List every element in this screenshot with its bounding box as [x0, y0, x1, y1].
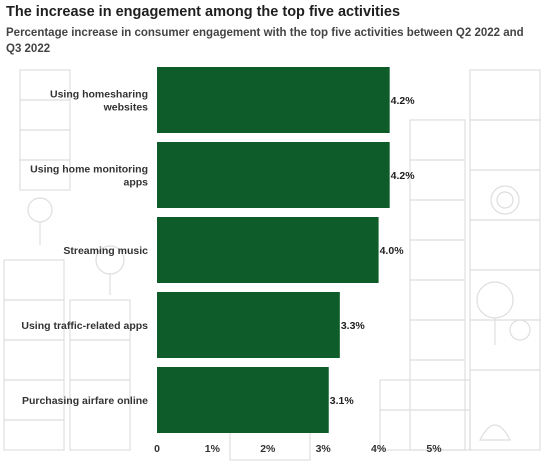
- bar-value-label: 3.3%: [341, 320, 366, 332]
- bar-value-label: 3.1%: [330, 395, 355, 407]
- x-tick-label: 3%: [316, 443, 332, 455]
- category-label: Using traffic-related apps: [21, 320, 148, 332]
- bar: [157, 67, 390, 133]
- chart-title: The increase in engagement among the top…: [6, 4, 401, 20]
- category-label: Streaming music: [63, 245, 148, 257]
- x-tick-label: 0: [154, 443, 160, 455]
- category-label: Using homesharing websites: [50, 89, 148, 114]
- bar-value-label: 4.2%: [391, 170, 416, 182]
- x-tick-label: 4%: [371, 443, 387, 455]
- x-tick-label: 2%: [260, 443, 276, 455]
- category-label: Using home monitoring apps: [30, 164, 148, 189]
- bar-value-label: 4.2%: [391, 95, 416, 107]
- bar: [157, 142, 390, 208]
- bar: [157, 217, 379, 283]
- chart-subtitle: Percentage increase in consumer engageme…: [6, 27, 524, 55]
- bar: [157, 292, 340, 358]
- bar-value-label: 4.0%: [380, 245, 405, 257]
- x-tick-label: 1%: [205, 443, 221, 455]
- bar: [157, 367, 329, 433]
- x-tick-label: 5%: [426, 443, 442, 455]
- category-label: Purchasing airfare online: [22, 395, 148, 407]
